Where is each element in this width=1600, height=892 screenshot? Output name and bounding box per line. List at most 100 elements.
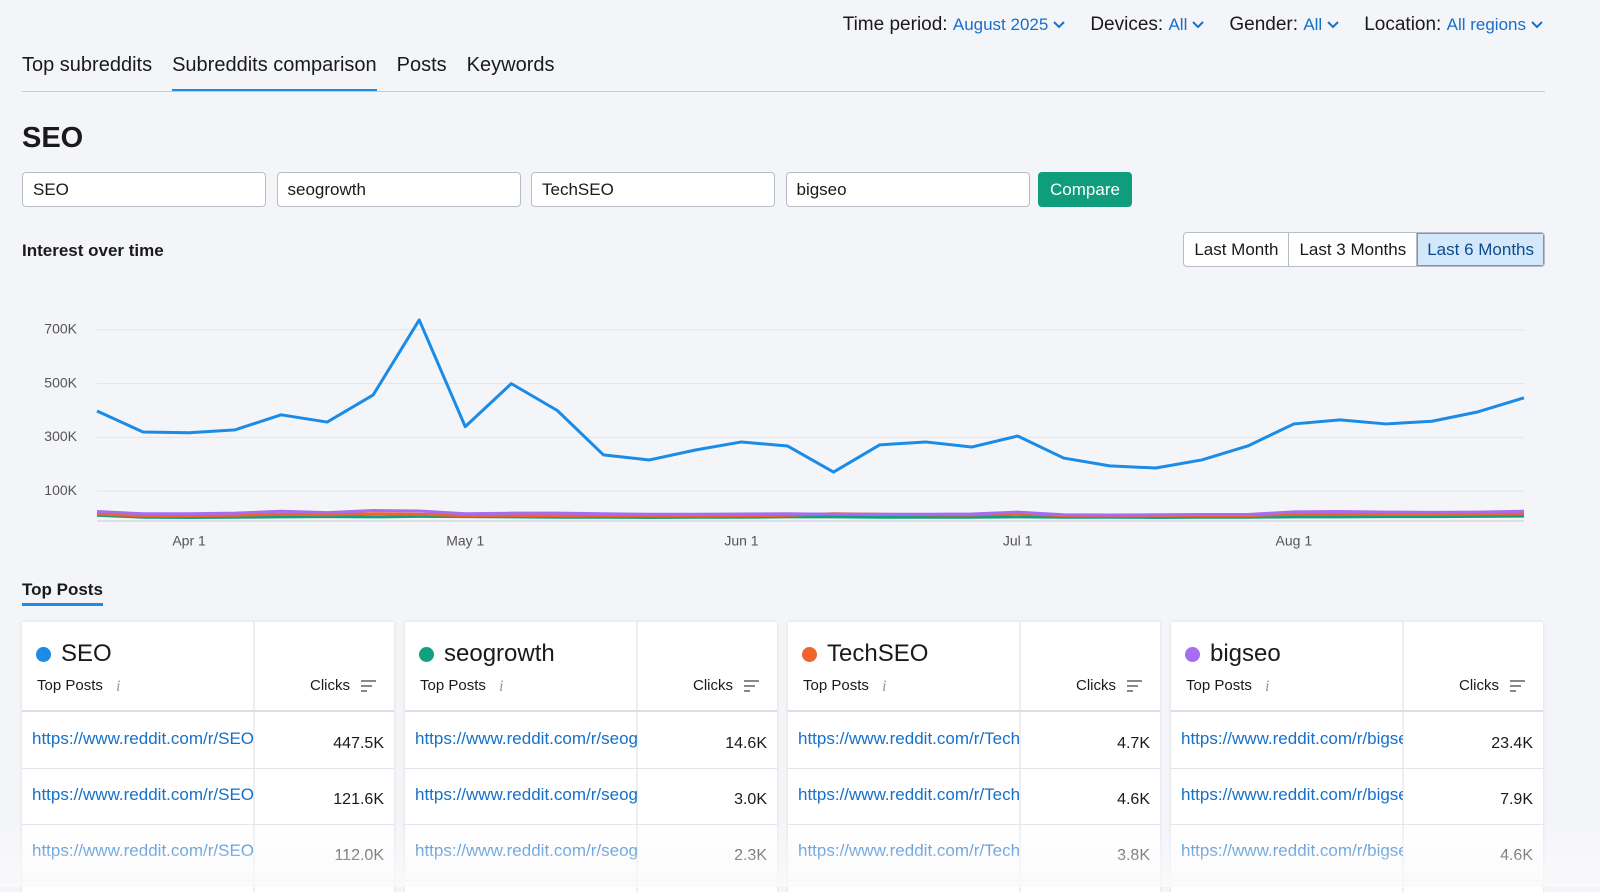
column-header: Top Posts i (803, 677, 889, 695)
chevron (1531, 21, 1543, 29)
tabs: Top subreddits Subreddits comparison Posts… (22, 54, 554, 92)
tab[interactable]: Subreddits comparison (172, 54, 377, 92)
filter-value: August 2025 (952, 15, 1049, 34)
filter-value: All (1168, 15, 1188, 34)
column-label: Top Posts (37, 677, 103, 694)
header-rule (1171, 710, 1543, 712)
filter[interactable]: Time period: August 2025 (843, 14, 1067, 36)
post-row: https://www.reddit.com/r/bigseo/23.4K (1171, 712, 1543, 769)
card-title: SEO (36, 640, 112, 668)
chevron (1192, 21, 1205, 29)
subreddit-input[interactable]: SEO (22, 172, 266, 207)
post-clicks: 7.9K (1500, 791, 1533, 808)
column-label: Top Posts (803, 677, 869, 694)
chevron (1327, 21, 1339, 29)
sort-icon[interactable] (360, 679, 378, 693)
card-title: TechSEO (802, 640, 928, 668)
card-title: seogrowth (419, 640, 555, 668)
y-tick-label: 300K (44, 428, 77, 444)
post-url[interactable]: https://www.reddit.com/r/SEO/ (32, 785, 254, 804)
heading: SEO (22, 122, 84, 154)
x-tick-label: May 1 (446, 533, 484, 549)
tab[interactable]: Top subreddits (22, 54, 153, 76)
y-tick-label: 700K (44, 321, 77, 337)
tab[interactable]: Posts (396, 54, 447, 76)
range-button[interactable]: Last 3 Months (1288, 233, 1416, 266)
post-clicks: 447.5K (333, 735, 384, 752)
range-button[interactable]: Last 6 Months (1416, 233, 1544, 266)
x-tick-label: Apr 1 (172, 533, 206, 549)
post-url[interactable]: https://www.reddit.com/r/seogrowth/ (415, 729, 637, 748)
y-tick-label: 500K (44, 374, 77, 390)
column-header: Clicks (1459, 677, 1527, 694)
dot (1185, 646, 1200, 662)
compare-button[interactable]: Compare (1038, 172, 1132, 207)
post-row: https://www.reddit.com/r/seogrowth/3.0K (405, 768, 777, 825)
filters: Time period: August 2025 Devices: All Gend… (843, 14, 1544, 36)
dot (36, 646, 51, 662)
filter-label: Location: (1364, 14, 1442, 35)
post-url[interactable]: https://www.reddit.com/r/TechSEO/ (798, 729, 1020, 748)
post-url[interactable]: https://www.reddit.com/r/bigseo/ (1181, 729, 1403, 748)
post-row: https://www.reddit.com/r/bigseo/7.9K (1171, 768, 1543, 825)
column-header: Clicks (310, 677, 378, 694)
range-buttons: Last Month Last 3 Months Last 6 Months (1183, 232, 1545, 267)
subreddit-input[interactable]: seogrowth (276, 172, 521, 207)
column-label: Top Posts (1186, 677, 1252, 694)
svg-text:i: i (116, 678, 120, 694)
sort-icon[interactable] (1509, 679, 1527, 693)
post-clicks: 3.0K (734, 791, 767, 808)
x-tick-label: Jun 1 (724, 533, 758, 549)
column-header: Top Posts i (1186, 677, 1272, 695)
post-url[interactable]: https://www.reddit.com/r/TechSEO/ (798, 785, 1020, 804)
post-row: https://www.reddit.com/r/seogrowth/14.6K (405, 712, 777, 769)
fade-overlay (0, 820, 1600, 887)
svg-text:i: i (499, 678, 503, 694)
filter[interactable]: Gender: All (1229, 14, 1340, 36)
column-header: Top Posts i (420, 677, 506, 695)
divider (1402, 622, 1404, 892)
card-name: bigseo (1210, 640, 1281, 667)
tab[interactable]: Keywords (466, 54, 555, 76)
post-url[interactable]: https://www.reddit.com/r/SEO/ (32, 729, 254, 748)
svg-text:i: i (882, 678, 886, 694)
info-icon: i (882, 678, 886, 695)
column-header: Clicks (693, 677, 761, 694)
column-label: Clicks (1076, 677, 1116, 694)
post-row: https://www.reddit.com/r/SEO/447.5K (22, 712, 394, 769)
tab-rule (22, 91, 1545, 92)
x-tick-label: Jul 1 (1003, 533, 1033, 549)
range-button[interactable]: Last Month (1194, 240, 1279, 259)
post-row: https://www.reddit.com/r/SEO/121.6K (22, 768, 394, 825)
header-rule (22, 710, 394, 712)
divider (636, 622, 638, 892)
top-posts-title: Top Posts (22, 580, 103, 606)
post-clicks: 14.6K (725, 735, 767, 752)
series-line (96, 318, 1525, 474)
column-label: Top Posts (420, 677, 486, 694)
post-url[interactable]: https://www.reddit.com/r/seogrowth/ (415, 785, 637, 804)
subreddit-input[interactable]: TechSEO (531, 172, 775, 207)
info-icon: i (116, 678, 120, 695)
filter[interactable]: Location: All regions (1364, 14, 1544, 36)
info-icon: i (1265, 678, 1269, 695)
sort-icon[interactable] (1126, 679, 1144, 693)
x-tick-label: Aug 1 (1276, 533, 1313, 549)
y-tick-label: 100K (44, 482, 77, 498)
filter[interactable]: Devices: All (1090, 14, 1205, 36)
column-label: Clicks (1459, 677, 1499, 694)
series-line (96, 513, 1525, 519)
divider (1019, 622, 1021, 892)
chevron (1053, 21, 1066, 29)
column-header: Top Posts i (37, 677, 123, 695)
filter-value: All regions (1446, 15, 1526, 34)
subreddit-input[interactable]: bigseo (785, 172, 1030, 207)
card-name: TechSEO (827, 640, 929, 667)
post-row: https://www.reddit.com/r/TechSEO/4.7K (788, 712, 1160, 769)
column-label: Clicks (693, 677, 733, 694)
post-clicks: 4.7K (1117, 735, 1150, 752)
header-rule (788, 710, 1160, 712)
post-url[interactable]: https://www.reddit.com/r/bigseo/ (1181, 785, 1403, 804)
sort-icon[interactable] (743, 679, 761, 693)
series-line (96, 508, 1525, 517)
